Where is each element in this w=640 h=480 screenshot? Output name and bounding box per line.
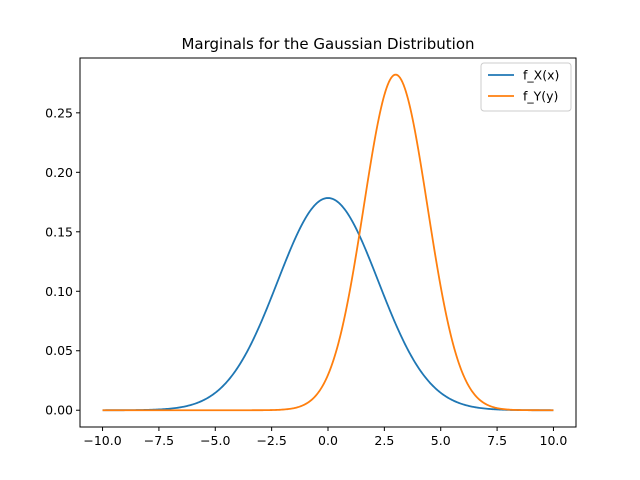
- series-line-0: [102, 197, 554, 412]
- x-tick-label: −5.0: [200, 433, 230, 448]
- chart-title: Marginals for the Gaussian Distribution: [181, 35, 474, 53]
- x-tick-label: 0.0: [318, 433, 338, 448]
- x-tick-label: −7.5: [144, 433, 174, 448]
- legend-label-0: f_X(x): [523, 68, 559, 83]
- legend-label-1: f_Y(y): [523, 89, 558, 104]
- x-tick-label: −2.5: [256, 433, 286, 448]
- x-tick-label: 7.5: [487, 433, 507, 448]
- y-tick-label: 0.15: [45, 224, 73, 239]
- x-tick-label: 5.0: [431, 433, 451, 448]
- x-tick-label: 10.0: [540, 433, 568, 448]
- y-tick-label: 0.20: [45, 165, 73, 180]
- y-tick-label: 0.25: [45, 105, 73, 120]
- y-tick-label: 0.10: [45, 284, 73, 299]
- x-tick-label: 2.5: [374, 433, 394, 448]
- y-tick-label: 0.00: [45, 403, 73, 418]
- y-axis: 0.00 0.05 0.10 0.15 0.20 0.25: [45, 105, 80, 418]
- series-layer: [102, 73, 554, 412]
- x-tick-label: −10.0: [83, 433, 121, 448]
- legend: f_X(x) f_Y(y): [480, 62, 572, 112]
- series-line-1: [102, 73, 554, 412]
- x-axis: −10.0 −7.5 −5.0 −2.5 0.0 2.5 5.0 7.5 10.0: [83, 427, 567, 448]
- plot-area-frame: [79, 57, 577, 428]
- y-tick-label: 0.05: [45, 343, 73, 358]
